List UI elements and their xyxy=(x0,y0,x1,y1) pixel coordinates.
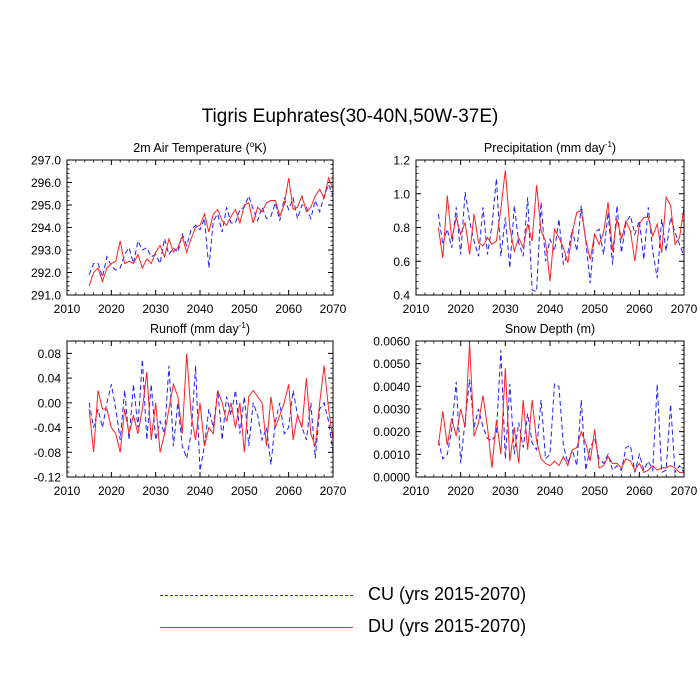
temperature-xtick-label: 2020 xyxy=(98,302,125,316)
snow-depth-ytick-label: 0.0050 xyxy=(373,357,410,371)
precipitation-ytick-label: 0.6 xyxy=(393,255,410,269)
runoff-series-du xyxy=(88,353,333,453)
runoff-plot-frame xyxy=(66,340,334,478)
snow-depth-xtick-label: 2010 xyxy=(403,484,430,498)
runoff-xtick-label: 2020 xyxy=(98,484,125,498)
legend-label-du: DU (yrs 2015-2070) xyxy=(368,616,527,636)
runoff-ytick-label: 0.00 xyxy=(38,396,62,410)
snow-depth-ytick-label: 0.0010 xyxy=(373,448,410,462)
precipitation-ytick-label: 0.8 xyxy=(393,221,410,235)
snow-depth-plot-frame xyxy=(415,340,685,478)
precipitation-series-du xyxy=(437,170,684,282)
figure-title: Tigris Euphrates(30-40N,50W-37E) xyxy=(201,106,499,127)
temperature-title: 2m Air Temperature (oK) xyxy=(133,140,266,155)
temperature-xtick-label: 2070 xyxy=(320,302,347,316)
runoff-xtick-label: 2030 xyxy=(142,484,169,498)
temperature-ytick-label: 296.0 xyxy=(31,176,61,190)
temperature-ytick-label: 292.0 xyxy=(31,266,61,280)
temperature-series-cu xyxy=(88,183,333,279)
snow-depth-xtick-label: 2060 xyxy=(626,484,653,498)
temperature-ytick-label: 291.0 xyxy=(31,289,61,303)
runoff-xtick-label: 2060 xyxy=(275,484,302,498)
snow-depth-xtick-label: 2020 xyxy=(447,484,474,498)
temperature-panel: 2m Air Temperature (oK) 2010 2020 2030 2040 2… xyxy=(31,140,347,316)
precipitation-xtick-label: 2030 xyxy=(492,302,519,316)
snow-depth-series-du xyxy=(437,343,684,474)
temperature-ytick-label: 297.0 xyxy=(31,154,61,168)
temperature-xtick-label: 2010 xyxy=(54,302,81,316)
snow-depth-xtick-label: 2050 xyxy=(581,484,608,498)
temperature-ytick-label: 293.0 xyxy=(31,244,61,258)
temperature-ytick-label: 294.0 xyxy=(31,221,61,235)
temperature-xtick-label: 2060 xyxy=(275,302,302,316)
runoff-ytick-label: 0.04 xyxy=(38,372,62,386)
temperature-ytick-label: 295.0 xyxy=(31,199,61,213)
precipitation-ytick-label: 1.0 xyxy=(393,187,410,201)
runoff-ytick-label: 0.08 xyxy=(38,347,62,361)
runoff-ytick-label: -0.12 xyxy=(34,471,62,485)
snow-depth-series-cu xyxy=(437,350,684,474)
snow-depth-xtick-label: 2040 xyxy=(537,484,564,498)
temperature-xtick-label: 2050 xyxy=(231,302,258,316)
legend-label-cu: CU (yrs 2015-2070) xyxy=(368,584,527,604)
precipitation-xtick-label: 2060 xyxy=(626,302,653,316)
runoff-xtick-label: 2050 xyxy=(231,484,258,498)
precipitation-xtick-label: 2050 xyxy=(581,302,608,316)
precipitation-title: Precipitation (mm day-1) xyxy=(484,140,616,155)
precipitation-plot-frame xyxy=(415,159,685,296)
snow-depth-panel: Snow Depth (m) 2010 2020 2030 2040 2050 2060 20… xyxy=(373,322,697,498)
temperature-series-du xyxy=(88,176,333,287)
temperature-xtick-label: 2040 xyxy=(187,302,214,316)
snow-depth-xtick-label: 2030 xyxy=(492,484,519,498)
legend-swatch-cu xyxy=(160,595,353,596)
precipitation-xtick-label: 2020 xyxy=(447,302,474,316)
runoff-xtick-label: 2010 xyxy=(54,484,81,498)
snow-depth-ytick-label: 0.0040 xyxy=(373,380,410,394)
snow-depth-ytick-label: 0.0060 xyxy=(373,335,410,349)
snow-depth-ytick-label: 0.0000 xyxy=(373,471,410,485)
legend: CU (yrs 2015-2070) DU (yrs 2015-2070) xyxy=(160,584,580,644)
precipitation-xtick-label: 2070 xyxy=(671,302,698,316)
precipitation-xtick-label: 2010 xyxy=(403,302,430,316)
runoff-ytick-label: -0.04 xyxy=(34,421,62,435)
snow-depth-xtick-label: 2070 xyxy=(671,484,698,498)
runoff-ytick-label: -0.08 xyxy=(34,446,62,460)
legend-swatch-du xyxy=(160,627,353,628)
precipitation-panel: Precipitation (mm day-1) 2010 2020 2030 2040… xyxy=(393,140,697,316)
snow-depth-title: Snow Depth (m) xyxy=(505,322,595,336)
runoff-panel: Runoff (mm day-1) 2010 2020 2030 2040 2050 206… xyxy=(34,321,347,498)
precipitation-series-cu xyxy=(437,178,684,293)
runoff-title: Runoff (mm day-1) xyxy=(150,321,250,336)
runoff-xtick-label: 2070 xyxy=(320,484,347,498)
precipitation-ytick-label: 0.4 xyxy=(393,289,410,303)
precipitation-xtick-label: 2040 xyxy=(537,302,564,316)
snow-depth-ytick-label: 0.0030 xyxy=(373,403,410,417)
temperature-plot-frame xyxy=(66,159,334,296)
runoff-xtick-label: 2040 xyxy=(187,484,214,498)
snow-depth-ytick-label: 0.0020 xyxy=(373,425,410,439)
temperature-xtick-label: 2030 xyxy=(142,302,169,316)
precipitation-ytick-label: 1.2 xyxy=(393,154,410,168)
